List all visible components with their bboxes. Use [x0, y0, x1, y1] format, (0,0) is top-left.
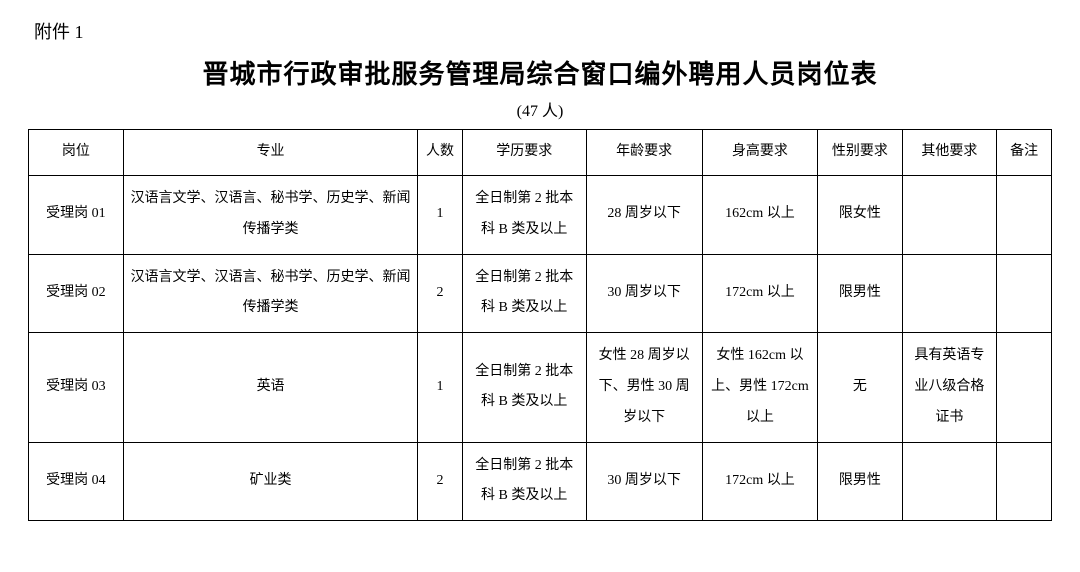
cell-height: 162cm 以上: [702, 176, 818, 255]
attachment-label: 附件 1: [34, 18, 1052, 44]
cell-count: 1: [418, 176, 462, 255]
cell-position: 受理岗 01: [29, 176, 124, 255]
table-header-row: 岗位 专业 人数 学历要求 年龄要求 身高要求 性别要求 其他要求 备注: [29, 130, 1052, 176]
col-note: 备注: [997, 130, 1052, 176]
cell-major: 英语: [123, 333, 418, 442]
cell-height: 女性 162cm 以上、男性 172cm 以上: [702, 333, 818, 442]
col-major: 专业: [123, 130, 418, 176]
cell-other: [902, 176, 997, 255]
col-gender: 性别要求: [818, 130, 902, 176]
col-age: 年龄要求: [586, 130, 702, 176]
col-position: 岗位: [29, 130, 124, 176]
cell-note: [997, 442, 1052, 521]
cell-gender: 限男性: [818, 442, 902, 521]
document-page: 附件 1 晋城市行政审批服务管理局综合窗口编外聘用人员岗位表 (47 人) 岗位…: [0, 0, 1080, 572]
cell-education: 全日制第 2 批本科 B 类及以上: [462, 176, 586, 255]
col-education: 学历要求: [462, 130, 586, 176]
col-count: 人数: [418, 130, 462, 176]
cell-other: [902, 442, 997, 521]
cell-position: 受理岗 02: [29, 254, 124, 333]
cell-other: [902, 254, 997, 333]
table-row: 受理岗 03 英语 1 全日制第 2 批本科 B 类及以上 女性 28 周岁以下…: [29, 333, 1052, 442]
cell-note: [997, 176, 1052, 255]
cell-age: 女性 28 周岁以下、男性 30 周岁以下: [586, 333, 702, 442]
cell-height: 172cm 以上: [702, 254, 818, 333]
col-other: 其他要求: [902, 130, 997, 176]
cell-education: 全日制第 2 批本科 B 类及以上: [462, 254, 586, 333]
cell-age: 28 周岁以下: [586, 176, 702, 255]
table-row: 受理岗 02 汉语言文学、汉语言、秘书学、历史学、新闻传播学类 2 全日制第 2…: [29, 254, 1052, 333]
page-title: 晋城市行政审批服务管理局综合窗口编外聘用人员岗位表: [28, 54, 1052, 91]
cell-other: 具有英语专业八级合格证书: [902, 333, 997, 442]
job-table: 岗位 专业 人数 学历要求 年龄要求 身高要求 性别要求 其他要求 备注 受理岗…: [28, 129, 1052, 521]
page-subtitle: (47 人): [28, 97, 1052, 121]
cell-gender: 限女性: [818, 176, 902, 255]
cell-gender: 无: [818, 333, 902, 442]
cell-position: 受理岗 04: [29, 442, 124, 521]
cell-age: 30 周岁以下: [586, 254, 702, 333]
cell-note: [997, 254, 1052, 333]
table-row: 受理岗 04 矿业类 2 全日制第 2 批本科 B 类及以上 30 周岁以下 1…: [29, 442, 1052, 521]
cell-gender: 限男性: [818, 254, 902, 333]
cell-height: 172cm 以上: [702, 442, 818, 521]
cell-age: 30 周岁以下: [586, 442, 702, 521]
col-height: 身高要求: [702, 130, 818, 176]
cell-position: 受理岗 03: [29, 333, 124, 442]
cell-count: 1: [418, 333, 462, 442]
cell-count: 2: [418, 442, 462, 521]
cell-education: 全日制第 2 批本科 B 类及以上: [462, 442, 586, 521]
cell-note: [997, 333, 1052, 442]
table-row: 受理岗 01 汉语言文学、汉语言、秘书学、历史学、新闻传播学类 1 全日制第 2…: [29, 176, 1052, 255]
cell-major: 汉语言文学、汉语言、秘书学、历史学、新闻传播学类: [123, 176, 418, 255]
table-body: 受理岗 01 汉语言文学、汉语言、秘书学、历史学、新闻传播学类 1 全日制第 2…: [29, 176, 1052, 521]
cell-count: 2: [418, 254, 462, 333]
cell-major: 汉语言文学、汉语言、秘书学、历史学、新闻传播学类: [123, 254, 418, 333]
cell-major: 矿业类: [123, 442, 418, 521]
cell-education: 全日制第 2 批本科 B 类及以上: [462, 333, 586, 442]
